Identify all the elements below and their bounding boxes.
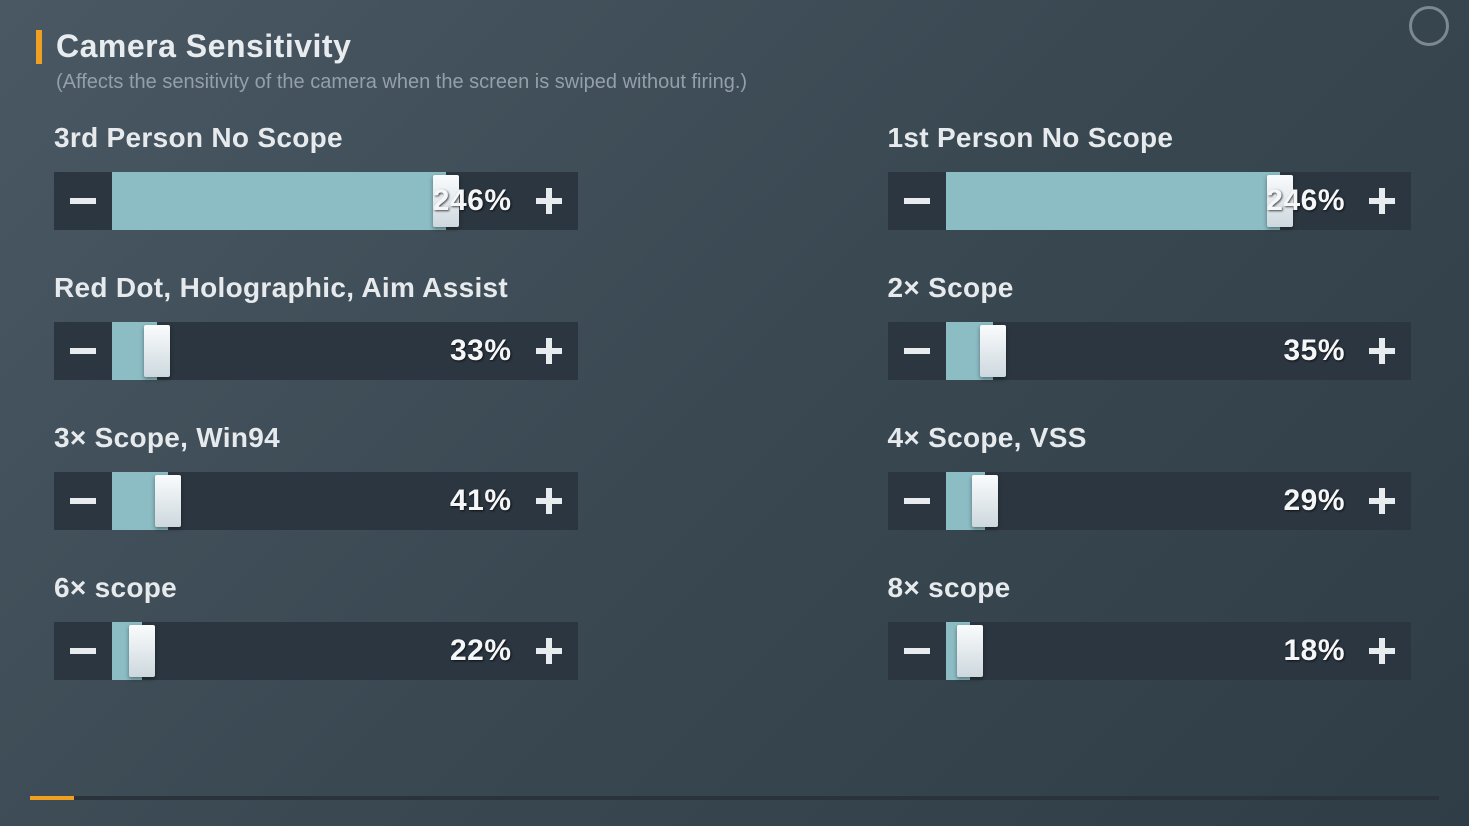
slider-handle[interactable] [433, 175, 459, 227]
slider-row: 18% [888, 622, 1412, 680]
accent-bar [36, 30, 42, 64]
scroll-indicator[interactable] [30, 796, 1439, 800]
decrement-button[interactable] [54, 622, 112, 680]
slider-row: 246% [54, 172, 578, 230]
slider-red-dot: Red Dot, Holographic, Aim Assist 33% [54, 272, 578, 380]
slider-row: 22% [54, 622, 578, 680]
slider-row: 29% [888, 472, 1412, 530]
slider-track[interactable]: 22% [112, 622, 520, 680]
decrement-button[interactable] [888, 622, 946, 680]
slider-track[interactable]: 18% [946, 622, 1354, 680]
slider-label: 6× scope [54, 572, 578, 604]
minus-icon [900, 634, 934, 668]
slider-track[interactable]: 29% [946, 472, 1354, 530]
minus-icon [66, 484, 100, 518]
decrement-button[interactable] [54, 172, 112, 230]
slider-handle[interactable] [972, 475, 998, 527]
slider-4x-scope: 4× Scope, VSS 29% [888, 422, 1412, 530]
slider-track[interactable]: 35% [946, 322, 1354, 380]
decrement-button[interactable] [54, 472, 112, 530]
slider-track[interactable]: 41% [112, 472, 520, 530]
slider-value: 35% [1283, 334, 1345, 368]
slider-track[interactable]: 246% [946, 172, 1354, 230]
minus-icon [66, 184, 100, 218]
decrement-button[interactable] [888, 472, 946, 530]
slider-handle[interactable] [155, 475, 181, 527]
minus-icon [900, 184, 934, 218]
slider-value: 22% [450, 634, 512, 668]
slider-value: 41% [450, 484, 512, 518]
slider-label: 8× scope [888, 572, 1412, 604]
slider-value: 18% [1283, 634, 1345, 668]
slider-handle[interactable] [980, 325, 1006, 377]
slider-track[interactable]: 33% [112, 322, 520, 380]
increment-button[interactable] [520, 322, 578, 380]
section-header: Camera Sensitivity [36, 28, 1421, 65]
plus-icon [1365, 184, 1399, 218]
slider-8x-scope: 8× scope 18% [888, 572, 1412, 680]
increment-button[interactable] [1353, 472, 1411, 530]
increment-button[interactable] [1353, 622, 1411, 680]
increment-button[interactable] [1353, 172, 1411, 230]
slider-label: 4× Scope, VSS [888, 422, 1412, 454]
slider-label: 3rd Person No Scope [54, 122, 578, 154]
slider-handle[interactable] [1267, 175, 1293, 227]
slider-row: 41% [54, 472, 578, 530]
slider-value: 29% [1283, 484, 1345, 518]
increment-button[interactable] [520, 472, 578, 530]
slider-label: 1st Person No Scope [888, 122, 1412, 154]
plus-icon [1365, 484, 1399, 518]
slider-handle[interactable] [129, 625, 155, 677]
slider-track[interactable]: 246% [112, 172, 520, 230]
plus-icon [1365, 334, 1399, 368]
slider-value: 33% [450, 334, 512, 368]
slider-3x-scope: 3× Scope, Win94 41% [54, 422, 578, 530]
minus-icon [66, 334, 100, 368]
increment-button[interactable] [520, 622, 578, 680]
slider-1p-no-scope: 1st Person No Scope 246% [888, 122, 1412, 230]
minus-icon [900, 484, 934, 518]
slider-handle[interactable] [957, 625, 983, 677]
plus-icon [532, 484, 566, 518]
slider-fill [946, 172, 1280, 230]
decrement-button[interactable] [888, 322, 946, 380]
plus-icon [532, 634, 566, 668]
slider-grid: 3rd Person No Scope246%1st Person No Sco… [36, 122, 1421, 680]
section-title: Camera Sensitivity [56, 28, 351, 65]
decrement-button[interactable] [888, 172, 946, 230]
slider-row: 35% [888, 322, 1412, 380]
minus-icon [900, 334, 934, 368]
plus-icon [532, 334, 566, 368]
increment-button[interactable] [1353, 322, 1411, 380]
plus-icon [1365, 634, 1399, 668]
settings-panel: Camera Sensitivity (Affects the sensitiv… [0, 0, 1469, 826]
increment-button[interactable] [520, 172, 578, 230]
slider-handle[interactable] [144, 325, 170, 377]
slider-row: 246% [888, 172, 1412, 230]
plus-icon [532, 184, 566, 218]
slider-label: 3× Scope, Win94 [54, 422, 578, 454]
slider-fill [112, 172, 446, 230]
minus-icon [66, 634, 100, 668]
close-button[interactable] [1409, 6, 1449, 46]
decrement-button[interactable] [54, 322, 112, 380]
slider-row: 33% [54, 322, 578, 380]
slider-2x-scope: 2× Scope 35% [888, 272, 1412, 380]
slider-6x-scope: 6× scope 22% [54, 572, 578, 680]
slider-3p-no-scope: 3rd Person No Scope 246% [54, 122, 578, 230]
section-subtitle: (Affects the sensitivity of the camera w… [56, 71, 1421, 94]
slider-label: Red Dot, Holographic, Aim Assist [54, 272, 578, 304]
slider-label: 2× Scope [888, 272, 1412, 304]
